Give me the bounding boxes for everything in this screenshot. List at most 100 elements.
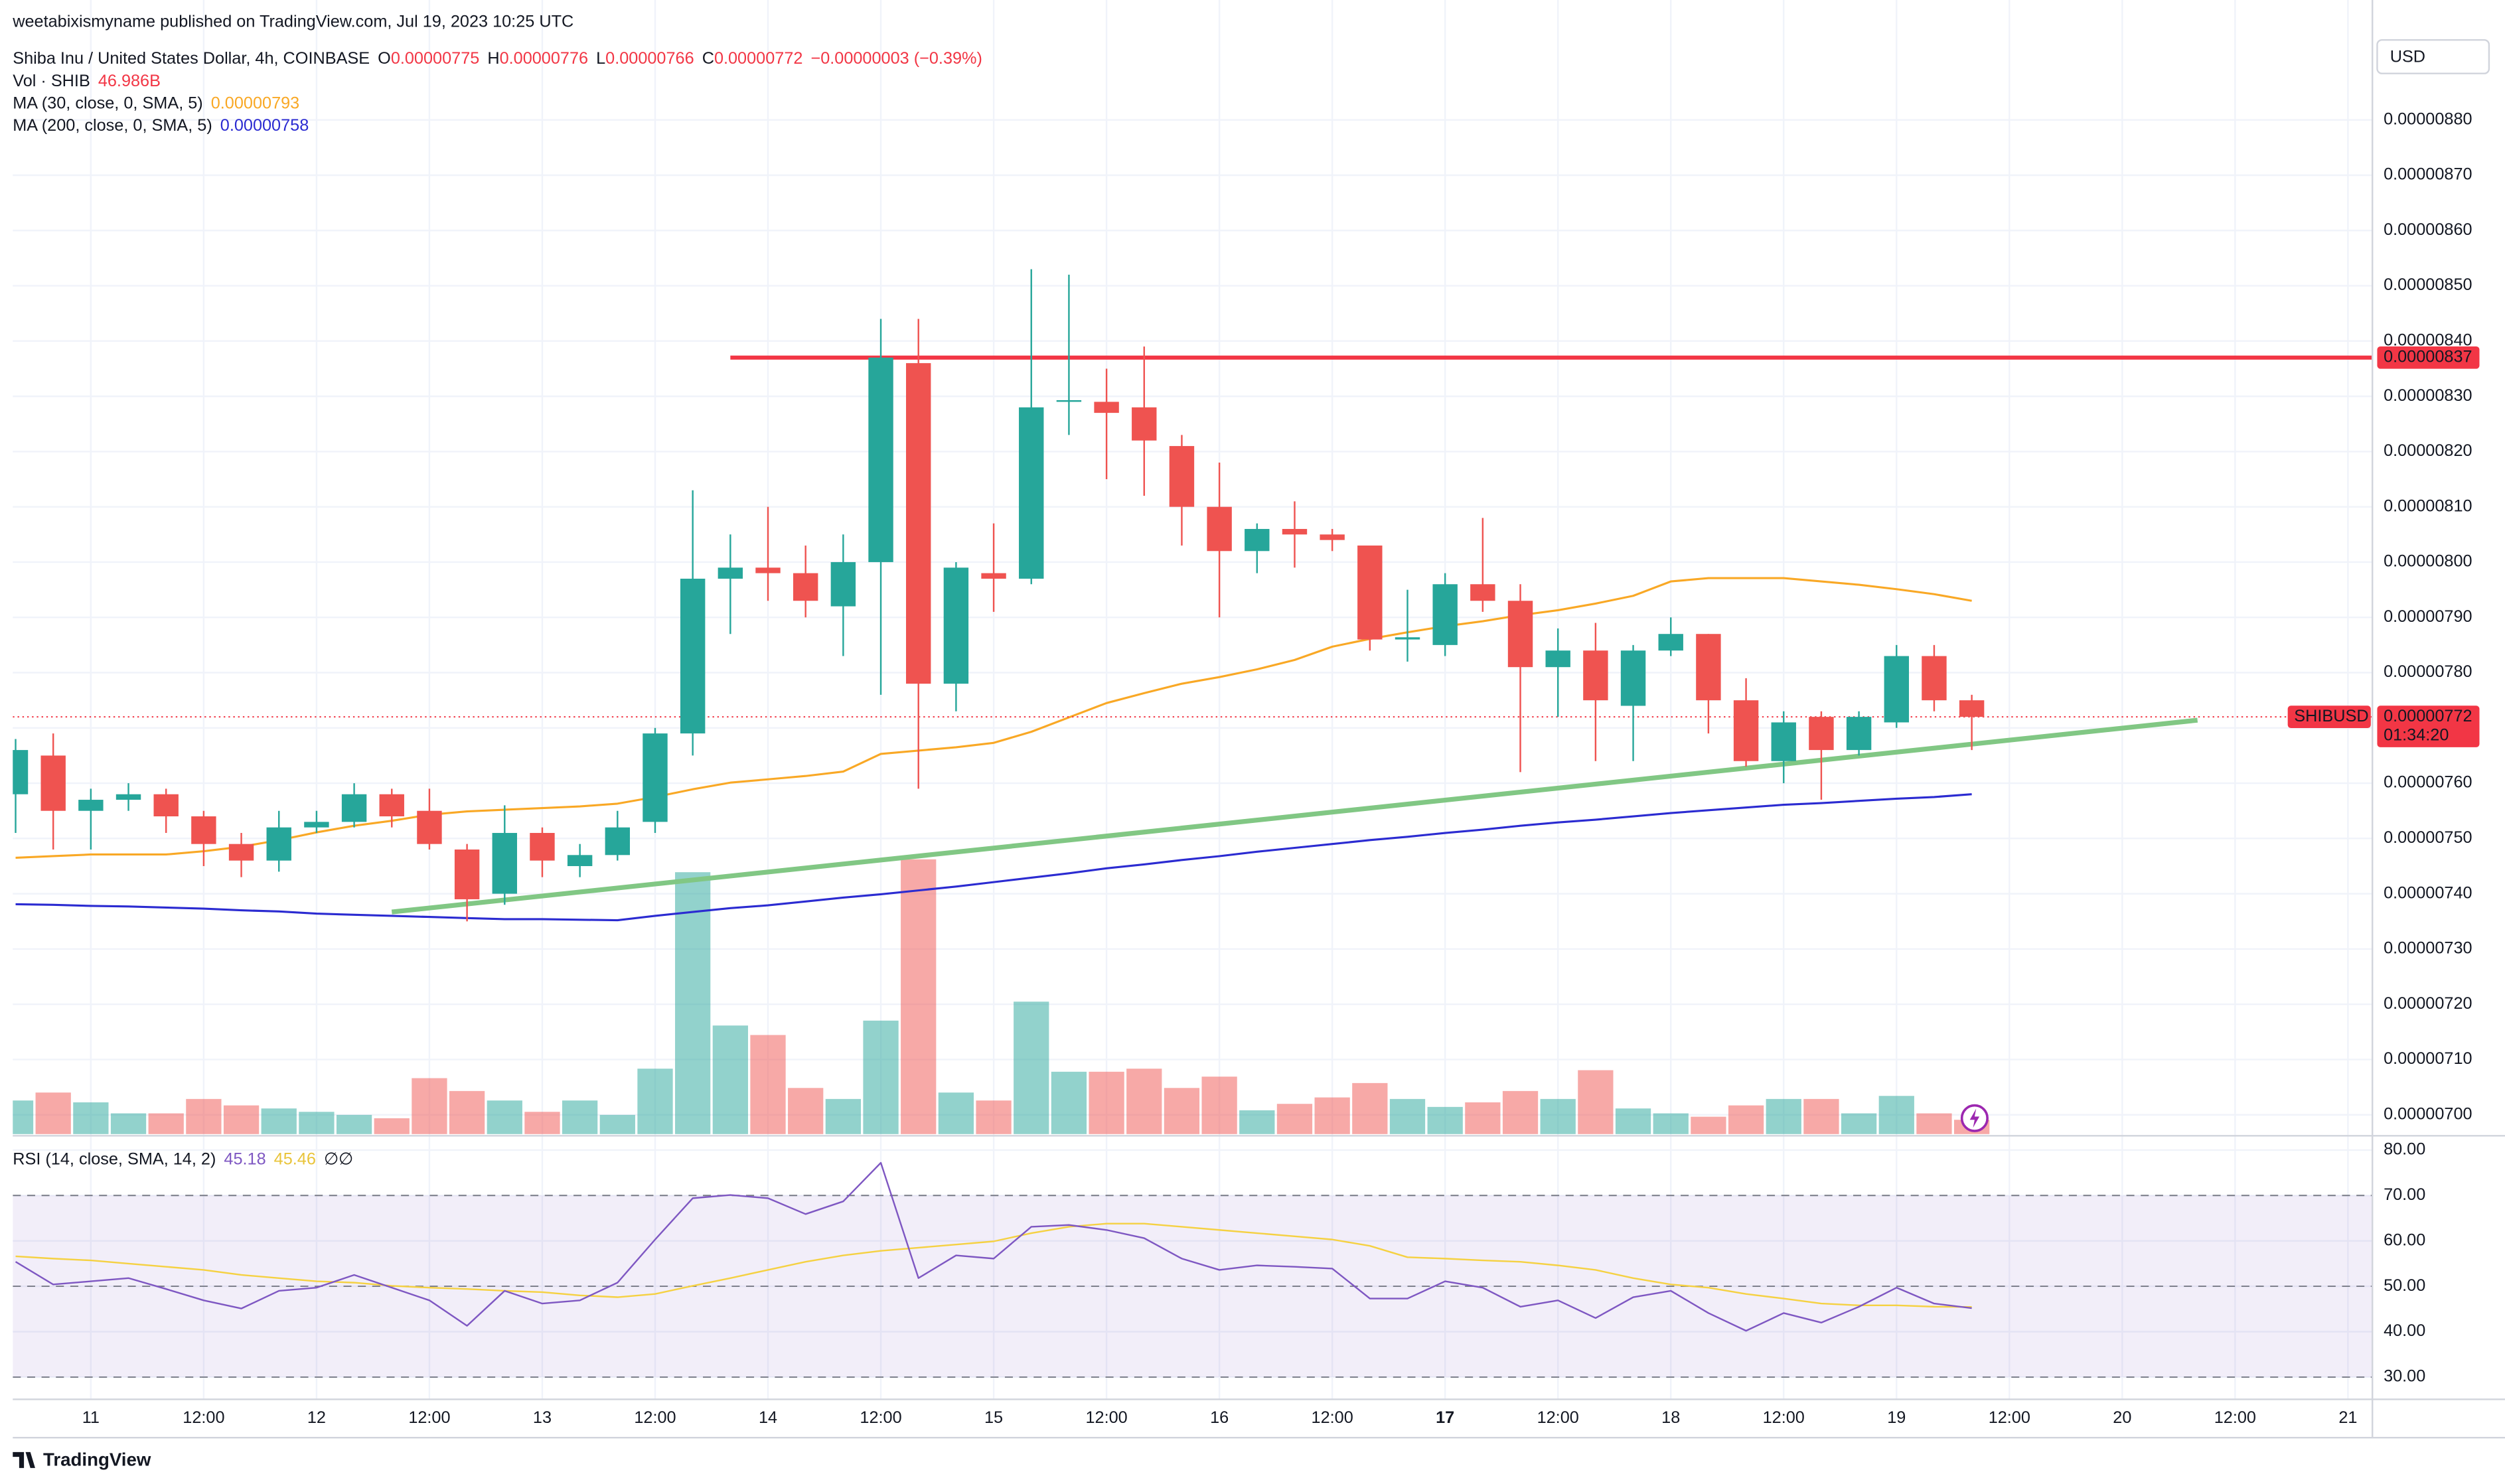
candle-body <box>304 822 329 828</box>
legend-item: O <box>378 49 391 68</box>
volume-bar <box>1164 1088 1200 1134</box>
volume-bar <box>1766 1098 1801 1134</box>
candle-body <box>13 750 29 794</box>
candle-body <box>1470 584 1495 601</box>
price-pane <box>13 269 2373 1134</box>
candle-body <box>341 794 367 822</box>
alert-icon[interactable] <box>1960 1104 1989 1132</box>
x-tick-label: 19 <box>1887 1408 1906 1427</box>
y-tick-label: 0.00000730 <box>2384 939 2472 958</box>
volume-bar <box>1540 1098 1576 1134</box>
volume-bar <box>186 1098 222 1134</box>
y-tick-label: 0.00000810 <box>2384 496 2472 515</box>
y-tick-label: 0.00000790 <box>2384 607 2472 626</box>
candle-body <box>417 810 442 844</box>
legend-item: 0.00000775 <box>391 49 479 68</box>
legend-item: MA (200, close, 0, SMA, 5) <box>13 116 212 135</box>
legend-item: C <box>702 49 714 68</box>
legend: RSI (14, close, SMA, 14, 2) 45.18 45.46 ∅∅ <box>13 1150 353 1168</box>
volume-bar <box>1314 1097 1350 1134</box>
volume-bar <box>261 1108 297 1134</box>
volume-bar <box>1427 1106 1463 1134</box>
volume-bar <box>1201 1076 1237 1134</box>
last-price-label: 0.00000772 <box>2384 707 2472 725</box>
candle-body <box>1432 584 1458 645</box>
volume-bar <box>712 1025 748 1134</box>
volume-bar <box>73 1102 109 1134</box>
legend-item: L <box>596 49 605 68</box>
last-price-box <box>2377 705 2480 747</box>
legend-item: Shiba Inu / United States Dollar, 4h, CO… <box>13 49 370 68</box>
y-tick-label: 0.00000740 <box>2384 883 2472 902</box>
y-tick-label: 0.00000760 <box>2384 773 2472 792</box>
volume-bar <box>562 1100 598 1134</box>
x-tick-label: 12:00 <box>1989 1408 2030 1427</box>
rsi-sma-line <box>15 1223 1972 1308</box>
volume-bar <box>1051 1071 1087 1134</box>
x-tick-label: 12:00 <box>634 1408 676 1427</box>
candle-body <box>868 357 893 562</box>
legend: Vol · SHIB 46.986B <box>13 71 161 90</box>
legend: MA (30, close, 0, SMA, 5) 0.00000793 <box>13 94 299 112</box>
candle-body <box>40 755 66 811</box>
volume-bar <box>148 1113 184 1134</box>
candle-body <box>1094 402 1119 413</box>
y-tick-label: 0.00000700 <box>2384 1104 2472 1123</box>
y-tick-label: 0.00000800 <box>2384 552 2472 571</box>
y-tick-label: 0.00000880 <box>2384 110 2472 128</box>
volume-bar <box>1691 1116 1726 1134</box>
x-tick-label: 17 <box>1436 1408 1454 1427</box>
x-tick-label: 12:00 <box>1763 1408 1805 1427</box>
x-tick-label: 16 <box>1210 1408 1229 1427</box>
candle-body <box>1320 534 1345 540</box>
volume-bar <box>637 1069 673 1134</box>
legend-item: H <box>487 49 499 68</box>
candle-body <box>379 794 404 817</box>
y-tick-label: 0.00000850 <box>2384 275 2472 294</box>
candle-body <box>228 844 254 861</box>
ma30-line <box>15 577 1972 859</box>
volume-bar <box>1352 1082 1388 1134</box>
legend-item: −0.00000003 (−0.39%) <box>810 49 982 68</box>
candle-body <box>605 827 631 855</box>
legend-item: Vol · SHIB <box>13 71 90 90</box>
volume-bar <box>1276 1104 1313 1134</box>
candle-body <box>1357 545 1383 640</box>
y-tick-label: 0.00000830 <box>2384 386 2472 405</box>
candle-body <box>78 800 104 811</box>
volume-bar <box>449 1090 485 1134</box>
candle-body <box>1733 700 1759 761</box>
y-tick-label: 0.00000750 <box>2384 828 2472 847</box>
candle-body <box>1282 528 1308 535</box>
volume-bar <box>13 1100 34 1134</box>
logo-text: TradingView <box>43 1449 151 1469</box>
rsi-pane <box>13 1161 2373 1378</box>
volume-bar <box>223 1105 260 1134</box>
legend: Shiba Inu / United States Dollar, 4h, CO… <box>13 49 982 68</box>
candle-body <box>492 833 517 894</box>
volume-bar <box>412 1078 447 1134</box>
x-tick-label: 12:00 <box>183 1408 224 1427</box>
trendline <box>391 717 2198 915</box>
rsi-line <box>15 1161 1972 1332</box>
x-tick-label: 15 <box>984 1408 1003 1427</box>
legend-item: 0.00000793 <box>211 94 299 112</box>
resistance-label-box <box>2377 346 2480 369</box>
x-tick-label: 12:00 <box>408 1408 450 1427</box>
candle-body <box>1056 400 1082 402</box>
x-tick-label: 21 <box>2338 1408 2357 1427</box>
volume-bar <box>938 1092 974 1134</box>
volume-bar <box>299 1112 335 1134</box>
candle-body <box>718 567 743 579</box>
candle-body <box>530 833 555 861</box>
volume-bar <box>1465 1102 1501 1134</box>
legend-item: 46.986B <box>98 71 161 90</box>
volume-bar <box>1502 1090 1539 1134</box>
currency[interactable]: USD <box>2390 47 2425 66</box>
candle-body <box>266 827 291 861</box>
alert-bolt <box>1969 1108 1980 1128</box>
candle-body <box>153 794 179 817</box>
currency-box[interactable] <box>2376 38 2490 74</box>
x-tick-label: 18 <box>1661 1408 1680 1427</box>
